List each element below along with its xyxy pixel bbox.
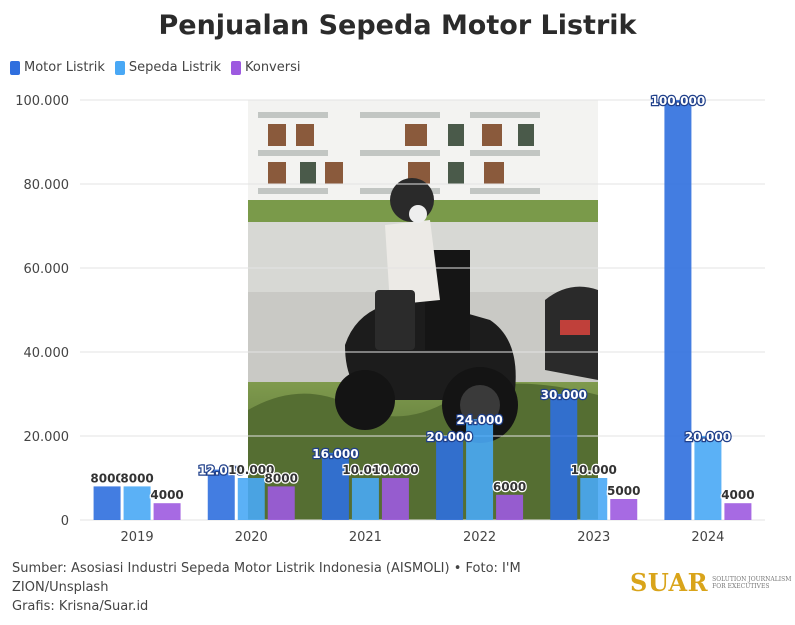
data-label-konversi-2020: 8000 <box>265 471 298 485</box>
bar-motor-listrik-2023 <box>550 394 578 520</box>
bar-sepeda-listrik-2019 <box>123 486 151 520</box>
legend-item-sepeda-listrik: Sepeda Listrik <box>114 60 221 75</box>
legend-swatch-motor-listrik <box>10 60 20 75</box>
source-line-3: Grafis: Krisna/Suar.id <box>12 599 149 614</box>
legend: Motor Listrik Sepeda Listrik Konversi <box>10 60 300 75</box>
legend-item-konversi: Konversi <box>230 60 301 75</box>
y-tick-label: 100.000 <box>15 94 69 109</box>
background-photo <box>248 100 598 520</box>
bar-konversi-2023 <box>610 499 638 520</box>
data-label-konversi-2024: 4000 <box>721 488 754 502</box>
legend-label-konversi: Konversi <box>244 60 301 75</box>
x-tick-label: 2021 <box>349 530 382 545</box>
x-tick-label: 2022 <box>463 530 496 545</box>
data-label-motor-listrik-2022: 20.000 <box>426 430 472 444</box>
gridlines <box>80 99 765 521</box>
legend-swatch-sepeda-listrik <box>114 60 125 75</box>
data-label-sepeda-listrik-2023: 10.000 <box>571 463 617 477</box>
bar-konversi-2020 <box>267 486 295 520</box>
bar-sepeda-listrik-2022 <box>466 419 494 520</box>
x-tick-label: 2019 <box>121 530 154 545</box>
data-label-motor-listrik-2021: 16.000 <box>312 447 358 461</box>
data-labels: 80008000400012.00010.000800016.00010.000… <box>89 93 756 504</box>
y-tick-label: 80.000 <box>24 178 70 193</box>
data-label-konversi-2021: 10.000 <box>372 463 418 477</box>
data-label-sepeda-listrik-2019: 8000 <box>120 471 153 485</box>
data-label-sepeda-listrik-2021: 10.000 <box>342 463 388 477</box>
bar-konversi-2021 <box>381 478 409 520</box>
x-axis-tick-labels: 2019 2020 2021 2022 2023 2024 <box>121 530 725 545</box>
bar-motor-listrik-2019 <box>93 486 121 520</box>
bar-konversi-2022 <box>496 494 524 520</box>
bar-sepeda-listrik-2021 <box>351 478 379 520</box>
bar-sepeda-listrik-2020 <box>237 478 265 520</box>
data-label-motor-listrik-2019: 8000 <box>90 471 123 485</box>
data-label-konversi-2022: 6000 <box>493 480 526 494</box>
data-label-motor-listrik-2024: 100.000 <box>651 94 706 108</box>
bar-motor-listrik-2021 <box>321 452 349 520</box>
bar-motor-listrik-2020 <box>207 469 235 520</box>
data-label-sepeda-listrik-2022: 24.000 <box>456 413 502 427</box>
bar-motor-listrik-2024 <box>664 100 692 520</box>
bar-sepeda-listrik-2023 <box>580 478 608 520</box>
x-tick-label: 2023 <box>577 530 610 545</box>
data-label-sepeda-listrik-2024: 20.000 <box>685 430 731 444</box>
legend-label-sepeda-listrik: Sepeda Listrik <box>128 60 221 75</box>
bar-motor-listrik-2022 <box>436 436 464 520</box>
source-line-2: ZION/Unsplash <box>12 580 109 595</box>
source-note: Sumber: Asosiasi Industri Sepeda Motor L… <box>12 559 572 616</box>
bar-sepeda-listrik-2024 <box>694 436 722 520</box>
source-line-1: Sumber: Asosiasi Industri Sepeda Motor L… <box>12 561 521 576</box>
y-tick-label: 60.000 <box>24 262 70 277</box>
y-tick-label: 20.000 <box>24 430 70 445</box>
legend-item-motor-listrik: Motor Listrik <box>10 60 105 75</box>
suar-tagline-line-1: SOLUTION JOURNALISM <box>712 575 792 583</box>
data-label-motor-listrik-2023: 30.000 <box>541 388 587 402</box>
data-label-sepeda-listrik-2020: 10.000 <box>228 463 274 477</box>
y-tick-label: 40.000 <box>24 346 70 361</box>
y-tick-label: 0 <box>61 514 69 529</box>
bar-konversi-2019 <box>153 503 181 520</box>
suar-logo-wordmark: SUAR <box>630 568 709 597</box>
data-label-konversi-2023: 5000 <box>607 484 640 498</box>
suar-tagline-line-2: FOR EXECUTIVES <box>712 582 770 590</box>
suar-logo-tagline: SOLUTION JOURNALISM FOR EXECUTIVES <box>712 576 792 590</box>
suar-logo: SUAR SOLUTION JOURNALISM FOR EXECUTIVES <box>630 568 792 597</box>
y-axis-tick-labels: 0 20.000 40.000 60.000 80.000 100.000 <box>15 94 69 529</box>
bar-konversi-2024 <box>724 503 752 520</box>
legend-label-motor-listrik: Motor Listrik <box>24 60 105 75</box>
legend-swatch-konversi <box>230 60 241 75</box>
data-label-motor-listrik-2020: 12.000 <box>198 464 244 478</box>
bars <box>93 100 752 520</box>
x-tick-label: 2024 <box>691 530 724 545</box>
x-tick-label: 2020 <box>235 530 268 545</box>
chart-title: Penjualan Sepeda Motor Listrik <box>158 10 637 41</box>
data-label-konversi-2019: 4000 <box>150 488 183 502</box>
